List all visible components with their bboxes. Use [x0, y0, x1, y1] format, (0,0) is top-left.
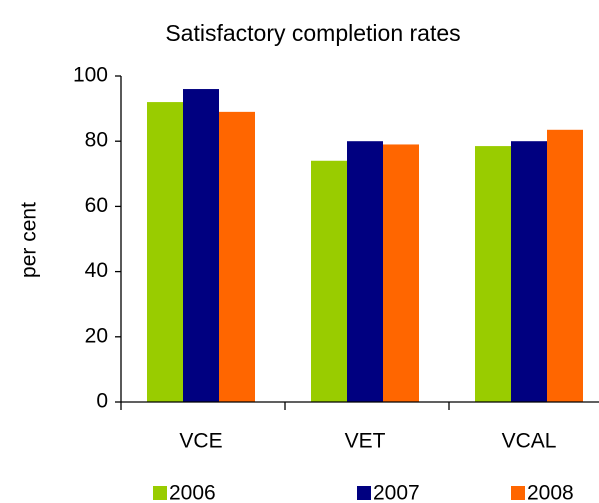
y-tick-label: 80	[85, 129, 108, 152]
legend-label: 2008	[527, 482, 574, 503]
bar	[547, 129, 583, 403]
legend-swatch	[511, 486, 525, 500]
y-tick-label: 40	[85, 259, 108, 282]
chart-title: Satisfactory completion rates	[165, 20, 460, 46]
x-tick-label: VET	[345, 430, 386, 453]
y-tick-label: 60	[85, 194, 108, 217]
bar	[511, 141, 547, 402]
bar	[183, 89, 219, 402]
bar	[347, 141, 383, 402]
bar	[475, 146, 511, 402]
bar	[147, 102, 183, 402]
y-tick-label: 100	[73, 64, 108, 87]
x-tick-label: VCAL	[502, 430, 557, 453]
bar	[311, 160, 347, 402]
x-tick-label: VCE	[179, 430, 222, 453]
y-axis-label: per cent	[18, 202, 41, 278]
legend-label: 2007	[373, 482, 420, 503]
legend-swatch	[153, 486, 167, 500]
legend-swatch	[357, 486, 371, 500]
legend-label: 2006	[169, 482, 216, 503]
bar	[219, 111, 255, 403]
y-tick-label: 0	[96, 390, 108, 413]
y-tick-label: 20	[85, 324, 108, 347]
bar	[383, 144, 419, 402]
